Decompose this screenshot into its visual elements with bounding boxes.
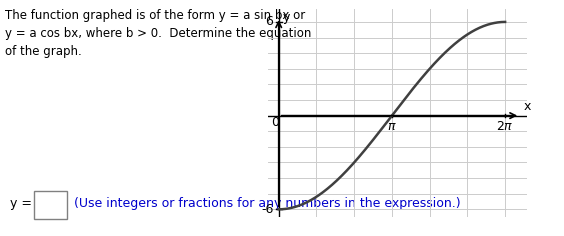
- Text: x: x: [524, 100, 531, 113]
- Text: -6: -6: [261, 203, 274, 216]
- Text: $2\pi$: $2\pi$: [496, 120, 514, 133]
- Text: (Use integers or fractions for any numbers in the expression.): (Use integers or fractions for any numbe…: [74, 197, 461, 210]
- Text: The function graphed is of the form y = a sin bx or
y = a cos bx, where b > 0.  : The function graphed is of the form y = …: [6, 9, 312, 58]
- FancyBboxPatch shape: [34, 191, 67, 219]
- Text: $\pi$: $\pi$: [387, 120, 396, 133]
- Text: 6: 6: [266, 15, 274, 28]
- Text: 0: 0: [271, 116, 279, 129]
- Text: y =: y =: [10, 197, 36, 210]
- Text: y: y: [283, 11, 290, 24]
